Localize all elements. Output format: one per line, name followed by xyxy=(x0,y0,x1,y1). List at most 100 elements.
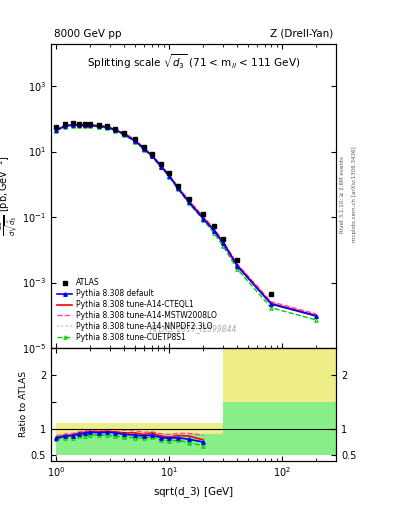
Pythia 8.308 default xyxy=(83,122,88,129)
X-axis label: $\mathrm{sqrt(d\_3)\ [GeV]}$: $\mathrm{sqrt(d\_3)\ [GeV]}$ xyxy=(153,485,234,500)
Pythia 8.308 tune-A14-NNPDF2.3LO xyxy=(97,123,101,129)
Pythia 8.308 default xyxy=(176,185,180,191)
Pythia 8.308 tune-A14-NNPDF2.3LO xyxy=(176,185,180,191)
Pythia 8.308 tune-A14-CTEQL1 xyxy=(314,312,318,318)
Text: Z (Drell-Yan): Z (Drell-Yan) xyxy=(270,29,333,39)
Pythia 8.308 tune-CUETP8S1 xyxy=(269,305,274,311)
Pythia 8.308 tune-A14-NNPDF2.3LO xyxy=(142,145,147,152)
Pythia 8.308 tune-CUETP8S1 xyxy=(159,164,163,170)
Pythia 8.308 tune-CUETP8S1 xyxy=(235,266,240,272)
Pythia 8.308 default xyxy=(142,146,147,152)
Pythia 8.308 tune-A14-CTEQL1 xyxy=(83,122,88,128)
Line: Pythia 8.308 tune-A14-NNPDF2.3LO: Pythia 8.308 tune-A14-NNPDF2.3LO xyxy=(56,125,316,314)
ATLAS xyxy=(97,122,101,128)
Pythia 8.308 default xyxy=(77,122,82,128)
Pythia 8.308 tune-CUETP8S1 xyxy=(142,146,147,153)
Pythia 8.308 tune-CUETP8S1 xyxy=(97,124,101,130)
ATLAS xyxy=(269,291,274,297)
Pythia 8.308 tune-A14-NNPDF2.3LO xyxy=(159,163,163,169)
Pythia 8.308 tune-A14-CTEQL1 xyxy=(149,152,154,158)
Pythia 8.308 tune-A14-CTEQL1 xyxy=(112,126,117,133)
Pythia 8.308 tune-A14-CTEQL1 xyxy=(212,227,217,233)
Pythia 8.308 tune-A14-MSTW2008LO xyxy=(187,198,191,204)
Pythia 8.308 tune-A14-MSTW2008LO xyxy=(122,130,127,136)
Line: Pythia 8.308 default: Pythia 8.308 default xyxy=(55,123,318,318)
Pythia 8.308 tune-A14-CTEQL1 xyxy=(105,124,109,130)
Pythia 8.308 tune-A14-CTEQL1 xyxy=(97,123,101,129)
Pythia 8.308 tune-CUETP8S1 xyxy=(83,123,88,129)
Pythia 8.308 tune-CUETP8S1 xyxy=(149,154,154,160)
Pythia 8.308 tune-A14-CTEQL1 xyxy=(159,163,163,169)
Pythia 8.308 tune-A14-MSTW2008LO xyxy=(149,152,154,158)
Pythia 8.308 default xyxy=(167,173,172,179)
Y-axis label: $\frac{d\sigma}{d\sqrt{\tilde{d}_3}}\ \mathrm{[pb,GeV^{-1}]}$: $\frac{d\sigma}{d\sqrt{\tilde{d}_3}}\ \m… xyxy=(0,155,20,236)
Pythia 8.308 default xyxy=(149,153,154,159)
Pythia 8.308 tune-A14-NNPDF2.3LO xyxy=(167,173,172,179)
Text: 8000 GeV pp: 8000 GeV pp xyxy=(54,29,121,39)
Pythia 8.308 tune-A14-MSTW2008LO xyxy=(314,311,318,317)
Pythia 8.308 tune-A14-CTEQL1 xyxy=(133,137,138,143)
Pythia 8.308 tune-CUETP8S1 xyxy=(187,200,191,206)
Pythia 8.308 tune-A14-NNPDF2.3LO xyxy=(212,227,217,233)
Pythia 8.308 tune-CUETP8S1 xyxy=(105,125,109,131)
Pythia 8.308 tune-A14-CTEQL1 xyxy=(63,123,68,129)
Pythia 8.308 tune-A14-MSTW2008LO xyxy=(105,123,109,130)
Pythia 8.308 tune-A14-CTEQL1 xyxy=(269,301,274,307)
Pythia 8.308 tune-A14-NNPDF2.3LO xyxy=(187,198,191,204)
Pythia 8.308 tune-CUETP8S1 xyxy=(112,128,117,134)
Pythia 8.308 tune-A14-CTEQL1 xyxy=(221,239,226,245)
Pythia 8.308 default xyxy=(54,127,59,133)
Pythia 8.308 tune-A14-MSTW2008LO xyxy=(77,121,82,127)
Pythia 8.308 default xyxy=(201,216,206,222)
Pythia 8.308 tune-A14-NNPDF2.3LO xyxy=(88,122,93,129)
Pythia 8.308 tune-A14-NNPDF2.3LO xyxy=(149,152,154,158)
ATLAS xyxy=(70,120,75,126)
Pythia 8.308 default xyxy=(212,228,217,234)
Pythia 8.308 tune-A14-NNPDF2.3LO xyxy=(235,262,240,268)
Pythia 8.308 tune-A14-MSTW2008LO xyxy=(167,172,172,178)
Pythia 8.308 tune-A14-CTEQL1 xyxy=(167,173,172,179)
Pythia 8.308 default xyxy=(133,138,138,144)
ATLAS xyxy=(142,144,147,150)
Pythia 8.308 tune-CUETP8S1 xyxy=(63,123,68,130)
Pythia 8.308 tune-A14-MSTW2008LO xyxy=(221,238,226,244)
Pythia 8.308 default xyxy=(269,301,274,307)
Pythia 8.308 tune-CUETP8S1 xyxy=(54,127,59,134)
Pythia 8.308 default xyxy=(159,163,163,169)
Pythia 8.308 tune-A14-NNPDF2.3LO xyxy=(133,137,138,143)
ATLAS xyxy=(235,257,240,263)
Pythia 8.308 tune-A14-NNPDF2.3LO xyxy=(83,122,88,128)
ATLAS xyxy=(159,161,163,167)
Pythia 8.308 tune-A14-MSTW2008LO xyxy=(212,226,217,232)
Pythia 8.308 default xyxy=(112,127,117,133)
Text: ATLAS_2017_I1599844: ATLAS_2017_I1599844 xyxy=(150,324,237,333)
Pythia 8.308 tune-CUETP8S1 xyxy=(221,243,226,249)
ATLAS xyxy=(83,121,88,127)
Pythia 8.308 tune-A14-CTEQL1 xyxy=(54,127,59,133)
Line: Pythia 8.308 tune-CUETP8S1: Pythia 8.308 tune-CUETP8S1 xyxy=(55,124,318,322)
Pythia 8.308 tune-A14-CTEQL1 xyxy=(122,131,127,137)
ATLAS xyxy=(201,211,206,218)
Pythia 8.308 tune-A14-NNPDF2.3LO xyxy=(63,123,68,129)
Pythia 8.308 default xyxy=(70,122,75,128)
Pythia 8.308 tune-A14-CTEQL1 xyxy=(142,145,147,152)
Legend: ATLAS, Pythia 8.308 default, Pythia 8.308 tune-A14-CTEQL1, Pythia 8.308 tune-A14: ATLAS, Pythia 8.308 default, Pythia 8.30… xyxy=(55,276,219,344)
Pythia 8.308 tune-A14-NNPDF2.3LO xyxy=(201,215,206,221)
Pythia 8.308 tune-A14-NNPDF2.3LO xyxy=(112,126,117,133)
Pythia 8.308 tune-A14-MSTW2008LO xyxy=(176,184,180,190)
Pythia 8.308 tune-A14-MSTW2008LO xyxy=(88,122,93,128)
Pythia 8.308 tune-CUETP8S1 xyxy=(70,122,75,129)
Text: mcplots.cern.ch [arXiv:1306.3436]: mcplots.cern.ch [arXiv:1306.3436] xyxy=(352,147,357,242)
Pythia 8.308 default xyxy=(235,263,240,269)
ATLAS xyxy=(112,125,117,132)
Y-axis label: Ratio to ATLAS: Ratio to ATLAS xyxy=(19,371,28,437)
ATLAS xyxy=(122,130,127,136)
Pythia 8.308 tune-A14-MSTW2008LO xyxy=(201,214,206,220)
Pythia 8.308 tune-A14-MSTW2008LO xyxy=(83,121,88,127)
Pythia 8.308 tune-A14-NNPDF2.3LO xyxy=(269,300,274,306)
Pythia 8.308 tune-A14-CTEQL1 xyxy=(176,185,180,191)
Pythia 8.308 tune-CUETP8S1 xyxy=(212,230,217,237)
Pythia 8.308 tune-A14-MSTW2008LO xyxy=(112,126,117,132)
Text: Splitting scale $\sqrt{d_3}$ (71 < m$_{ll}$ < 111 GeV): Splitting scale $\sqrt{d_3}$ (71 < m$_{l… xyxy=(87,53,300,72)
Pythia 8.308 tune-A14-NNPDF2.3LO xyxy=(54,127,59,133)
